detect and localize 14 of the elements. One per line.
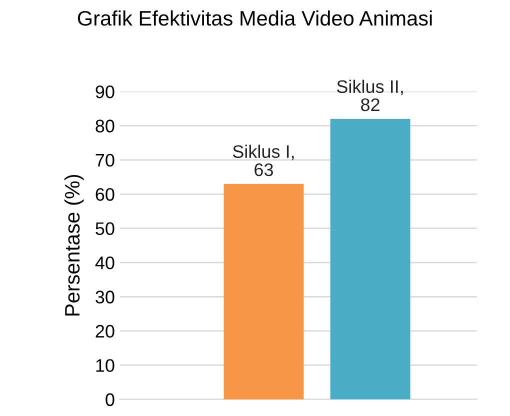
data-label: Siklus I, 63 xyxy=(232,144,294,176)
y-tick-label: 40 xyxy=(95,256,114,270)
y-tick-label: 90 xyxy=(96,85,114,98)
y-tick-label: 50 xyxy=(96,222,114,236)
y-tick-label: 70 xyxy=(96,154,114,167)
data-label: Siklus II, 82 xyxy=(336,80,403,112)
y-tick-label: 0 xyxy=(106,393,114,406)
y-tick-label: 80 xyxy=(96,120,114,132)
y-axis-title: Persentase (%) xyxy=(64,174,84,316)
y-tick-label: 30 xyxy=(96,290,114,304)
y-tick-label: 60 xyxy=(96,188,114,201)
y-tick-label: 10 xyxy=(96,359,114,372)
chart-title: Grafik Efektivitas Media Video Animasi xyxy=(78,10,432,26)
y-tick-label: 20 xyxy=(96,324,114,338)
